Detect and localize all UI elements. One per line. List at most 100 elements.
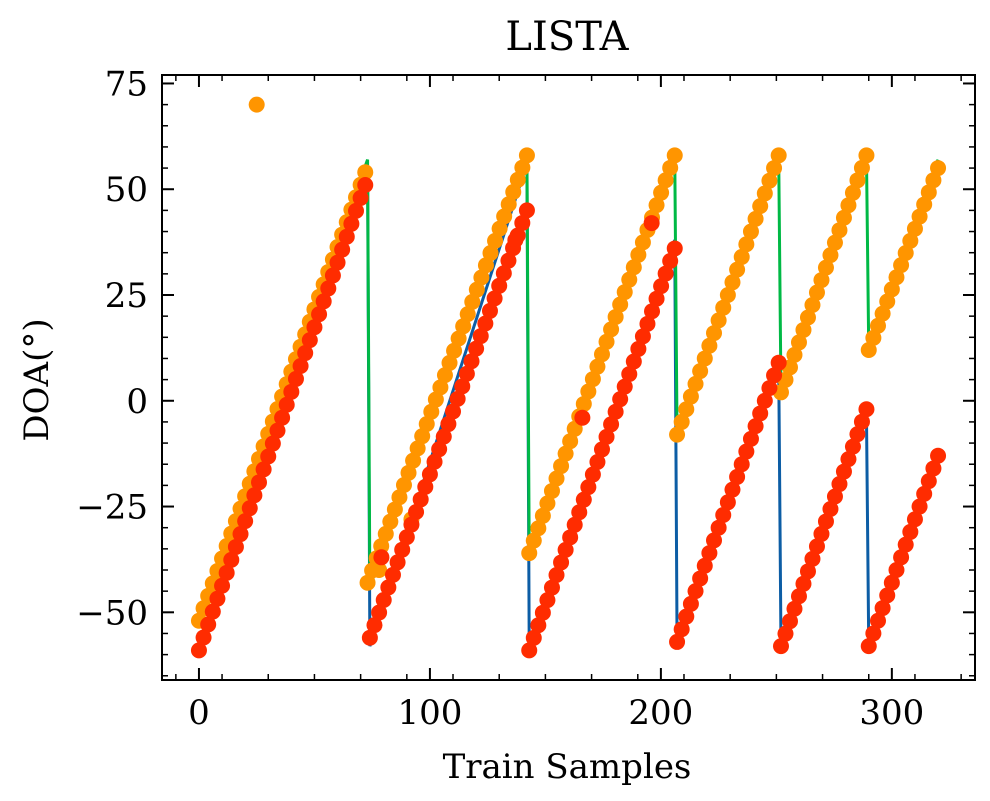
series-1-point: [786, 346, 803, 363]
series-2-point: [301, 332, 318, 349]
series-2-point: [543, 579, 560, 596]
series-1-point: [826, 234, 843, 251]
series-1-point: [869, 317, 886, 334]
series-2-point: [766, 367, 783, 384]
series-1-point: [630, 246, 647, 263]
series-2-point: [329, 254, 346, 271]
series-1-point: [500, 196, 517, 213]
series-2-point: [906, 511, 923, 528]
series-2-point: [630, 340, 647, 357]
series-line-2: [197, 154, 940, 622]
series-2-point: [888, 562, 905, 578]
series-2-point: [435, 428, 452, 445]
series-1-point: [459, 306, 476, 323]
series-1-point: [584, 371, 601, 388]
series-2-point: [925, 460, 942, 477]
series-2-point: [865, 625, 882, 642]
y-axis-label: DOA(°): [17, 318, 57, 441]
series-1-point: [418, 415, 435, 432]
series-1-point: [761, 172, 778, 189]
series-1-point: [423, 403, 440, 420]
series-2-point: [521, 642, 538, 659]
series-2-point: [897, 536, 914, 553]
series-2-point: [580, 479, 597, 496]
series-1-point: [509, 171, 526, 188]
series-1-point: [553, 458, 570, 475]
series-2-point: [200, 616, 217, 633]
series-2-point: [742, 430, 759, 447]
series-2-point: [621, 366, 638, 383]
series-2-point: [603, 416, 620, 433]
series-2-point: [835, 463, 852, 480]
series-1-point: [391, 489, 408, 506]
series-2-point: [269, 422, 286, 439]
series-2-point: [394, 541, 411, 558]
series-1-point: [858, 147, 875, 164]
series-1-point: [450, 330, 467, 347]
series-1-point: [491, 220, 508, 237]
series-2-point: [274, 409, 291, 426]
y-tick-label: 0: [126, 382, 148, 422]
series-2-point: [373, 549, 390, 566]
x-axis-label: Train Samples: [443, 747, 692, 787]
series-1-point: [518, 147, 535, 164]
series-1-point: [557, 445, 574, 462]
series-1-point: [666, 147, 683, 164]
series-1-point: [248, 96, 265, 113]
series-2-point: [616, 378, 633, 395]
series-1-point: [883, 281, 900, 298]
series-2-point: [756, 392, 773, 409]
series-1-point: [409, 440, 426, 457]
series-1-point: [893, 257, 910, 274]
series-2-point: [849, 426, 866, 443]
series-2-point: [334, 241, 351, 258]
series-1-point: [888, 269, 905, 286]
series-2-point: [232, 526, 249, 543]
series-1-point: [616, 284, 633, 301]
series-2-point: [260, 448, 277, 465]
series-2-point: [639, 315, 656, 332]
series-2-point: [287, 370, 304, 387]
series-2-point: [724, 481, 741, 498]
series-2-point: [752, 405, 769, 422]
series-2-point: [738, 443, 755, 460]
series-2-point: [657, 265, 674, 282]
series-2-point: [557, 541, 574, 558]
series-2-point: [204, 603, 221, 620]
series-2-point: [384, 566, 401, 583]
series-1-point: [752, 198, 769, 215]
series-1-point: [607, 308, 624, 325]
series-2-point: [678, 608, 695, 625]
series-2-point: [315, 293, 332, 310]
series-2-point: [813, 525, 830, 542]
series-2-point: [431, 441, 448, 458]
series-1-point: [916, 196, 933, 213]
series-1-point: [682, 388, 699, 405]
series-2-point: [666, 240, 683, 257]
series-1-point: [902, 232, 919, 249]
series-2-point: [589, 453, 606, 470]
series-1-point: [530, 520, 547, 537]
series-2-point: [421, 466, 438, 483]
series-2-point: [584, 466, 601, 483]
series-2-point: [930, 447, 947, 464]
series-2-point: [348, 202, 365, 219]
series-1-point: [799, 309, 816, 326]
series-1-point: [831, 222, 848, 239]
series-1-point: [822, 247, 839, 264]
series-2-point: [454, 378, 471, 395]
series-1-point: [539, 495, 556, 512]
series-2-point: [648, 290, 665, 307]
series-2-point: [571, 504, 588, 521]
series-2-point: [786, 600, 803, 617]
series-2-point: [634, 328, 651, 345]
series-2-point: [417, 478, 434, 495]
series-1-point: [696, 350, 713, 367]
series-2-point: [371, 604, 388, 621]
series-1-point: [853, 159, 870, 176]
series-1-point: [414, 428, 431, 445]
y-tick-label: 50: [105, 170, 148, 210]
series-2-point: [920, 473, 937, 490]
series-1-point: [849, 172, 866, 189]
series-1-point: [487, 232, 504, 249]
